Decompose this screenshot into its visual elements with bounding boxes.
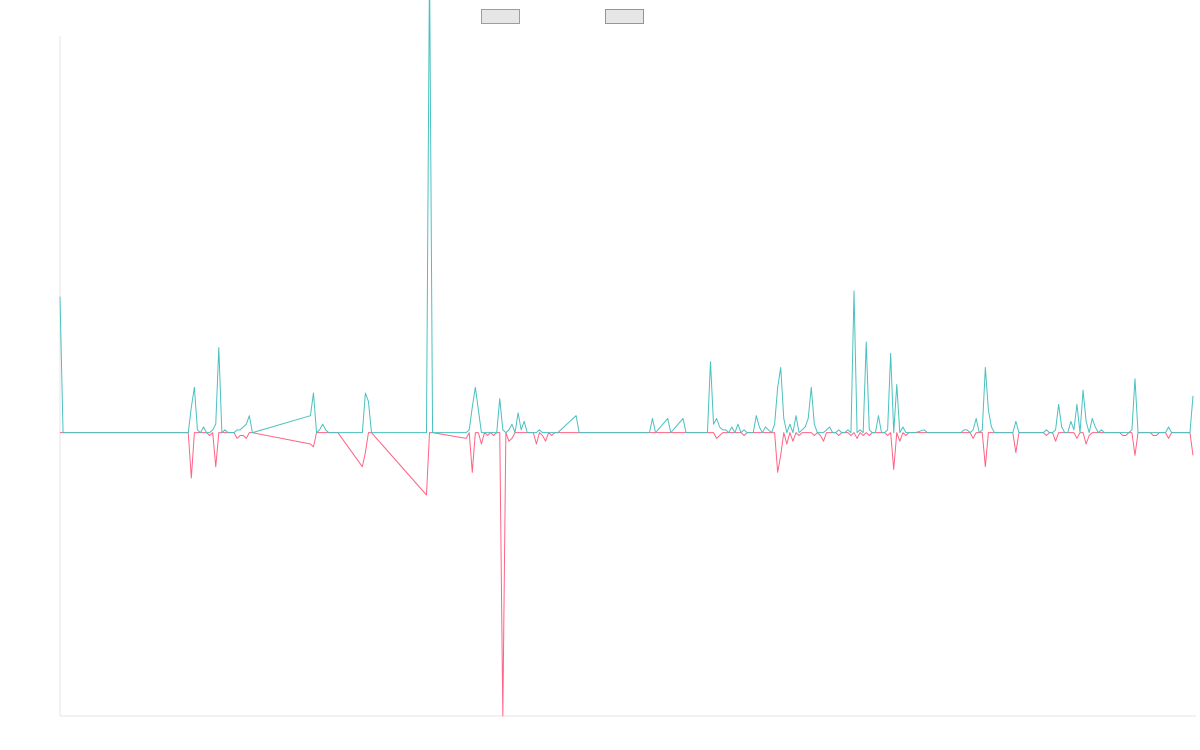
series-line-2 bbox=[60, 432, 1194, 717]
legend bbox=[0, 9, 1200, 27]
series-line-1 bbox=[59, 0, 1194, 434]
legend-swatch-series-2[interactable] bbox=[605, 9, 644, 24]
axes bbox=[59, 36, 1196, 717]
legend-swatch-series-1[interactable] bbox=[481, 9, 520, 24]
series-lines bbox=[59, 0, 1194, 717]
